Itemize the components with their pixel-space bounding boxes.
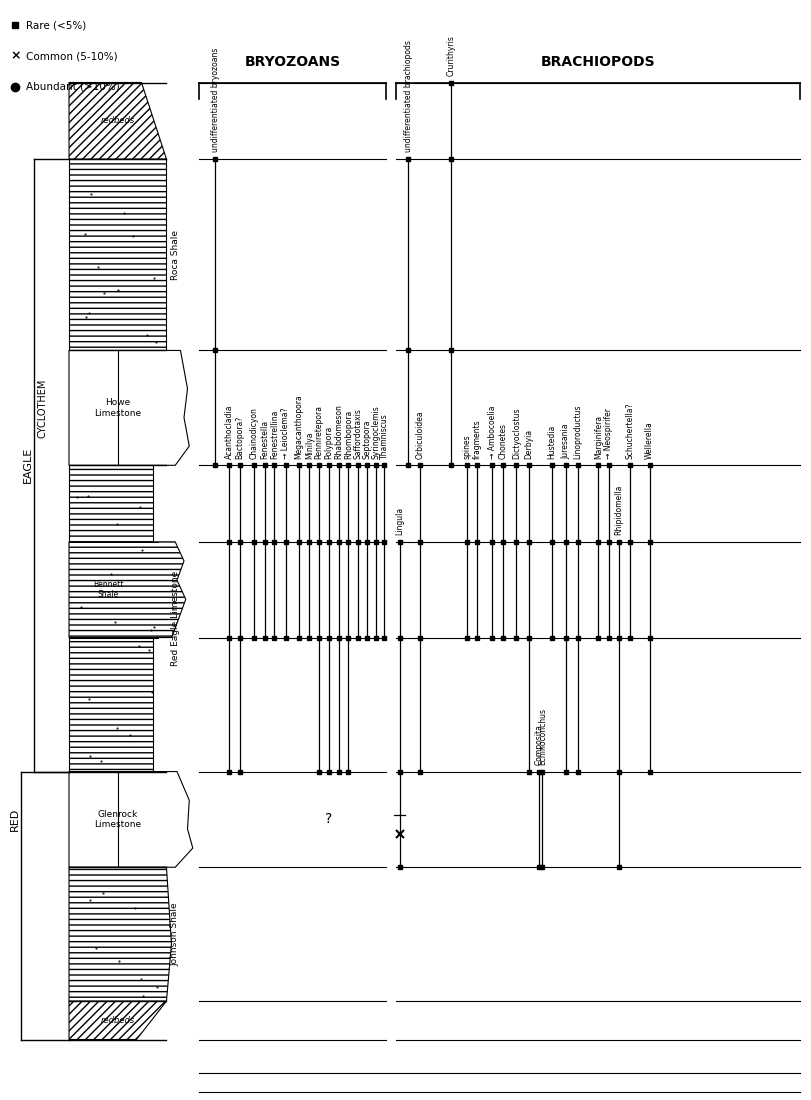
- Text: Howe
Limestone: Howe Limestone: [94, 398, 141, 418]
- Text: Lingula: Lingula: [394, 507, 404, 536]
- Text: Hustedia: Hustedia: [547, 425, 556, 459]
- Text: → Leioclema?: → Leioclema?: [281, 407, 290, 459]
- Text: Juresania: Juresania: [560, 424, 570, 459]
- Text: Penniretepora: Penniretepora: [314, 405, 324, 459]
- Text: Saffordotaxis: Saffordotaxis: [353, 408, 363, 459]
- Text: Johnson Shale: Johnson Shale: [170, 902, 179, 966]
- Text: Abundant (>10%): Abundant (>10%): [26, 81, 119, 92]
- Text: undifferentiated bryozoans: undifferentiated bryozoans: [210, 48, 220, 153]
- Text: Echinoconchus: Echinoconchus: [537, 708, 547, 764]
- Polygon shape: [69, 465, 153, 542]
- Text: ×: ×: [11, 50, 21, 63]
- Text: fragments: fragments: [472, 419, 482, 459]
- Text: Polypora: Polypora: [324, 426, 333, 459]
- Text: Chainodicyon: Chainodicyon: [249, 407, 259, 459]
- Text: Bennett
Shale: Bennett Shale: [93, 580, 123, 600]
- Polygon shape: [69, 771, 192, 867]
- Text: Marginifera: Marginifera: [593, 415, 603, 459]
- Text: Bactopora?: Bactopora?: [234, 416, 244, 459]
- Text: Crurithyris: Crurithyris: [445, 35, 455, 76]
- Text: Syringoclemis: Syringoclemis: [371, 405, 380, 459]
- Text: Megacanthopora: Megacanthopora: [294, 394, 303, 459]
- Text: Rhipidomella: Rhipidomella: [613, 485, 623, 536]
- Text: redbeds: redbeds: [101, 117, 135, 125]
- Text: Fenestrellina: Fenestrellina: [269, 409, 279, 459]
- Polygon shape: [69, 638, 153, 771]
- Polygon shape: [69, 1001, 166, 1040]
- Text: CYCLOTHEM: CYCLOTHEM: [37, 378, 47, 438]
- Text: Wellerella: Wellerella: [644, 421, 654, 459]
- Text: undifferentiated brachiopods: undifferentiated brachiopods: [403, 41, 413, 153]
- Polygon shape: [69, 351, 189, 465]
- Text: → Neospirifer: → Neospirifer: [603, 408, 613, 459]
- Polygon shape: [69, 82, 166, 160]
- Text: Linoproductus: Linoproductus: [573, 404, 582, 459]
- Polygon shape: [69, 542, 186, 638]
- Text: EAGLE: EAGLE: [23, 448, 32, 483]
- Text: → Ambocoelia: → Ambocoelia: [487, 405, 496, 459]
- Polygon shape: [69, 867, 171, 1001]
- Text: Rare (<5%): Rare (<5%): [26, 20, 86, 31]
- Text: Dictyoclostus: Dictyoclostus: [511, 407, 521, 459]
- Text: Orbiculoidea: Orbiculoidea: [414, 410, 424, 459]
- Text: Rhabdomeson: Rhabdomeson: [333, 404, 343, 459]
- Text: Red Eagle Limestone: Red Eagle Limestone: [170, 571, 179, 666]
- Text: Minilya: Minilya: [304, 431, 314, 459]
- Polygon shape: [69, 160, 166, 351]
- Text: Common (5-10%): Common (5-10%): [26, 51, 118, 62]
- Text: ?: ?: [325, 813, 332, 826]
- Text: Acanthocladia: Acanthocladia: [224, 404, 234, 459]
- Text: Septopora: Septopora: [362, 419, 371, 459]
- Text: Composita: Composita: [534, 724, 543, 764]
- Text: RED: RED: [10, 807, 19, 830]
- Text: Fenestella: Fenestella: [260, 419, 269, 459]
- Text: Glenrock
Limestone: Glenrock Limestone: [94, 810, 141, 829]
- Text: redbeds: redbeds: [101, 1016, 135, 1025]
- Text: spines: spines: [461, 434, 471, 459]
- Text: Derbyia: Derbyia: [523, 429, 533, 459]
- Text: Schuchertella?: Schuchertella?: [624, 403, 634, 459]
- Text: BRACHIOPODS: BRACHIOPODS: [540, 55, 654, 69]
- Text: Rhombopora: Rhombopora: [343, 409, 353, 459]
- Text: Chonetes: Chonetes: [498, 422, 508, 459]
- Text: BRYOZOANS: BRYOZOANS: [244, 55, 340, 69]
- Text: Roca Shale: Roca Shale: [170, 230, 179, 279]
- Text: Thamniscus: Thamniscus: [379, 412, 388, 459]
